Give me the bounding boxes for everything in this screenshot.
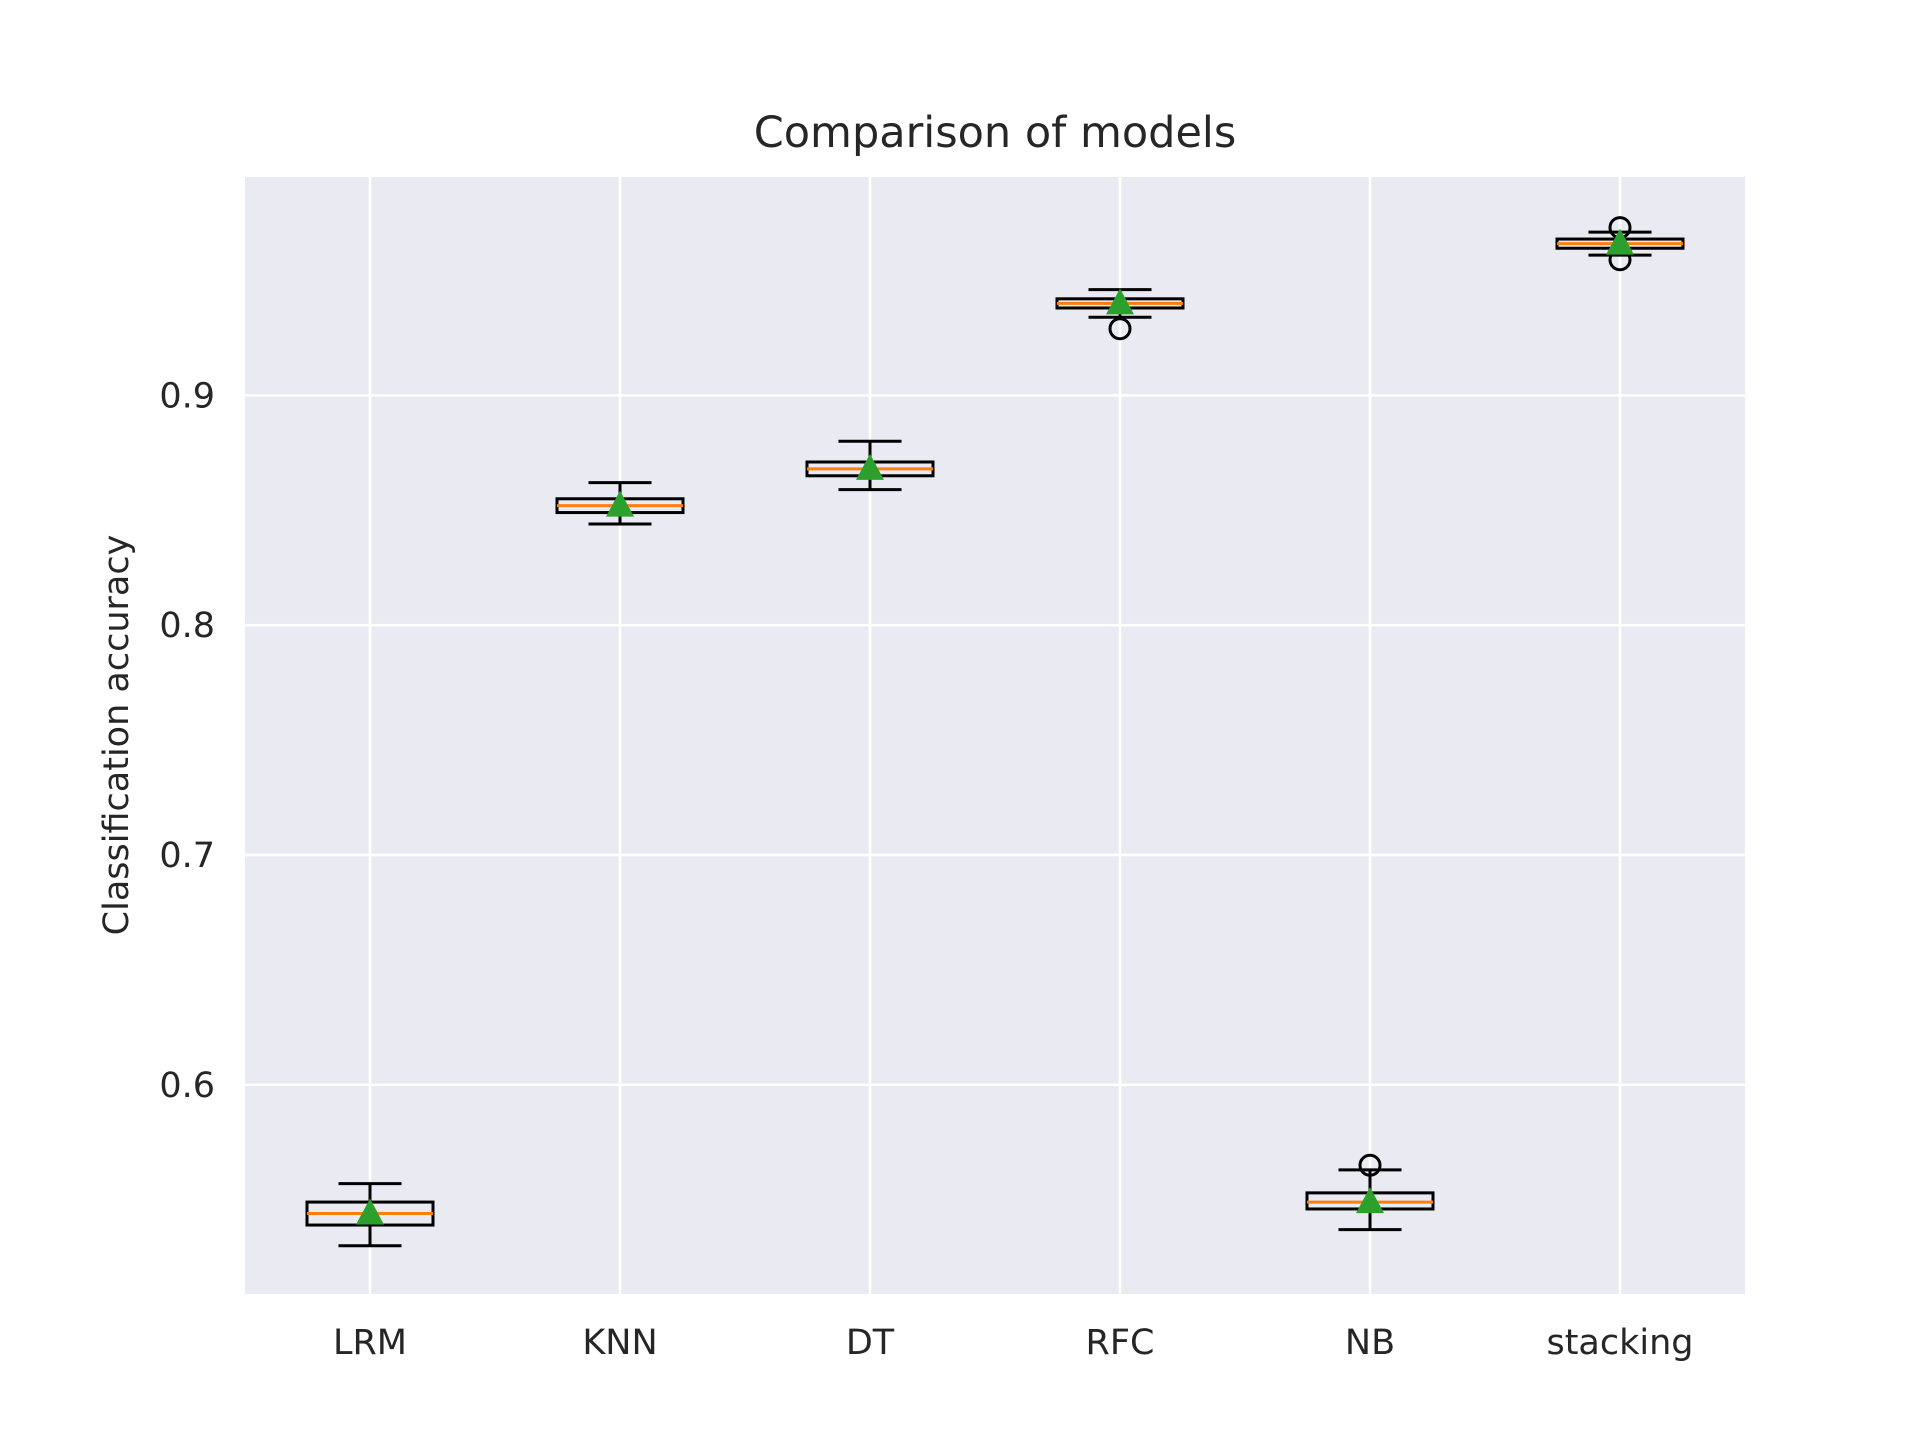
x-tick-label: LRM	[333, 1323, 407, 1363]
box-DT	[805, 439, 935, 492]
outlier-point	[1358, 1153, 1382, 1177]
chart-title: Comparison of models	[754, 108, 1237, 158]
x-tick-label: stacking	[1546, 1323, 1693, 1363]
box-RFC	[1055, 288, 1185, 341]
box-LRM	[305, 1182, 435, 1248]
y-tick-label: 0.9	[159, 376, 215, 416]
box-stacking	[1555, 216, 1685, 272]
box-series	[305, 216, 1685, 1248]
mean-marker	[1606, 228, 1634, 255]
plot-area	[245, 177, 1745, 1294]
mean-marker	[356, 1198, 384, 1225]
x-tick-label: DT	[846, 1323, 895, 1363]
outlier-point	[1108, 317, 1132, 341]
box-KNN	[555, 481, 685, 526]
x-tick-label: KNN	[582, 1323, 657, 1363]
x-tick-label: RFC	[1086, 1323, 1155, 1363]
mean-marker	[1106, 288, 1134, 315]
y-tick-label: 0.8	[159, 606, 215, 646]
mean-marker	[1356, 1187, 1384, 1214]
y-tick-label: 0.6	[159, 1066, 215, 1106]
box-NB	[1305, 1153, 1435, 1232]
y-tick-label: 0.7	[159, 836, 215, 876]
mean-marker	[856, 453, 884, 480]
mean-marker	[606, 490, 634, 517]
y-axis-ticks: 0.6 0.7 0.8 0.9	[159, 376, 215, 1106]
x-tick-label: NB	[1345, 1323, 1395, 1363]
grid-lines	[245, 177, 1745, 1294]
y-axis-label: Classification accuracy	[97, 535, 137, 936]
x-axis-ticks: LRM KNN DT RFC NB stacking	[333, 1323, 1694, 1363]
